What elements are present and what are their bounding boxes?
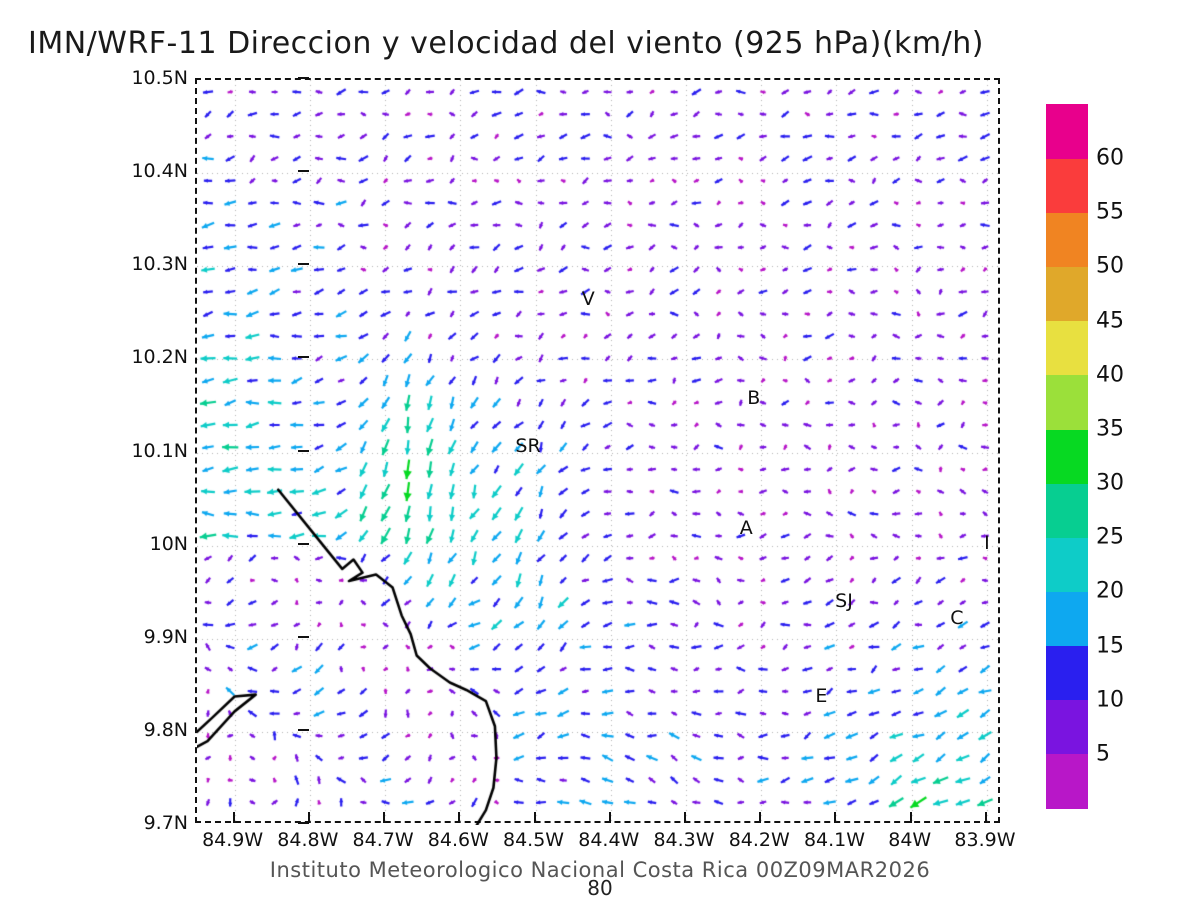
- y-axis-tick-mark: [298, 263, 309, 266]
- x-axis-tick-label: 84W: [888, 829, 932, 851]
- colorbar-band: [1046, 699, 1088, 755]
- x-axis-tick-mark: [984, 812, 987, 823]
- x-axis-tick-label: 84.7W: [352, 829, 414, 851]
- colorbar-band: [1046, 753, 1088, 809]
- colorbar-tick-label: 20: [1096, 578, 1124, 604]
- x-axis-tick-mark: [909, 812, 912, 823]
- map-location-label: A: [739, 516, 753, 539]
- colorbar-band: [1046, 645, 1088, 701]
- wind-vector-field-canvas: [197, 80, 1002, 825]
- colorbar-band: [1046, 374, 1088, 430]
- x-axis-tick-mark: [232, 812, 235, 823]
- colorbar-tick-label: 55: [1096, 199, 1124, 225]
- colorbar-band: [1046, 428, 1088, 484]
- y-axis-tick-mark: [298, 635, 309, 638]
- y-axis-tick-label: 10.2N: [131, 346, 188, 369]
- x-axis-tick-label: 84.2W: [728, 829, 790, 851]
- map-location-label: SJ: [835, 589, 853, 612]
- colorbar-tick-label: 15: [1096, 633, 1124, 659]
- x-axis-tick-mark: [383, 812, 386, 823]
- y-axis-tick-mark: [298, 728, 309, 731]
- colorbar-tick-label: 35: [1096, 416, 1124, 442]
- y-axis-tick-mark: [298, 170, 309, 173]
- map-location-label: V: [581, 287, 595, 310]
- x-axis-tick-label: 84.3W: [653, 829, 715, 851]
- plot-area: V SR B A SJ C E I: [195, 78, 1002, 825]
- x-axis-tick-mark: [684, 812, 687, 823]
- x-axis-tick-mark: [533, 812, 536, 823]
- colorbar-band: [1046, 212, 1088, 268]
- colorbar-band: [1046, 537, 1088, 592]
- colorbar-legend: 5 10 15 20 25 30 35 40 45 50 55 60: [1046, 104, 1124, 809]
- y-axis-tick-mark: [298, 449, 309, 452]
- x-axis-tick-mark: [608, 812, 611, 823]
- y-axis-tick-mark: [298, 77, 309, 79]
- y-axis-tick-label: 10N: [149, 532, 188, 555]
- x-axis-tick-label: 84.8W: [277, 829, 339, 851]
- x-axis-tick-label: 84.5W: [503, 829, 565, 851]
- y-axis-tick-label: 9.8N: [143, 718, 188, 741]
- x-axis-tick-label: 84.9W: [202, 829, 264, 851]
- x-axis-tick-mark: [759, 812, 762, 823]
- x-axis-tick-mark: [458, 812, 461, 823]
- colorbar-tick-label: 10: [1096, 687, 1124, 713]
- y-axis-tick-mark: [298, 356, 309, 359]
- x-axis-tick-mark: [307, 812, 310, 823]
- page-number: 80: [587, 876, 613, 900]
- x-axis-tick-label: 83.9W: [954, 829, 1016, 851]
- page-title: IMN/WRF-11 Direccion y velocidad del vie…: [28, 26, 984, 61]
- colorbar-band: [1046, 266, 1088, 322]
- colorbar-tick-label: 50: [1096, 253, 1124, 279]
- y-axis-tick-label: 10.5N: [131, 67, 188, 89]
- y-axis-tick-mark: [298, 542, 309, 545]
- colorbar-tick-label: 5: [1096, 741, 1110, 767]
- x-axis-tick-label: 84.4W: [578, 829, 640, 851]
- colorbar-tick-label: 30: [1096, 470, 1124, 496]
- x-axis-tick-label: 84.1W: [803, 829, 866, 851]
- map-location-label: B: [747, 387, 761, 410]
- map-location-label: C: [950, 607, 964, 630]
- colorbar-band: [1046, 104, 1088, 159]
- y-axis-tick-label: 10.3N: [131, 253, 188, 276]
- map-location-label: E: [815, 685, 828, 708]
- y-axis-tick-label: 10.4N: [131, 160, 188, 183]
- footer-credit: Instituto Meteorologico Nacional Costa R…: [269, 858, 931, 882]
- colorbar-tick-label: 40: [1096, 362, 1124, 388]
- x-axis-tick-mark: [834, 812, 837, 823]
- x-axis: 84.9W 84.8W 84.7W 84.6W 84.5W 84.4W 84.3W 84.2W…: [195, 812, 1016, 857]
- y-axis-tick-mark: [298, 822, 309, 824]
- y-axis-tick-label: 10.1N: [131, 439, 188, 462]
- colorbar-tick-label: 45: [1096, 308, 1124, 334]
- map-location-label: SR: [515, 434, 541, 457]
- map-location-label: I: [984, 531, 990, 554]
- colorbar-tick-label: 60: [1096, 145, 1124, 171]
- colorbar-tick-label: 25: [1096, 524, 1124, 550]
- y-axis-tick-label: 9.9N: [143, 625, 188, 648]
- colorbar-band: [1046, 158, 1088, 213]
- colorbar-band: [1046, 591, 1088, 647]
- colorbar-band: [1046, 483, 1088, 538]
- y-axis: 9.7N 9.8N 9.9N 10N 10.1N 10.2N 10.3N 10.4N 10.5N: [110, 67, 309, 834]
- y-axis-tick-label: 9.7N: [143, 812, 188, 834]
- x-axis-tick-label: 84.6W: [427, 829, 489, 851]
- colorbar-band: [1046, 320, 1088, 376]
